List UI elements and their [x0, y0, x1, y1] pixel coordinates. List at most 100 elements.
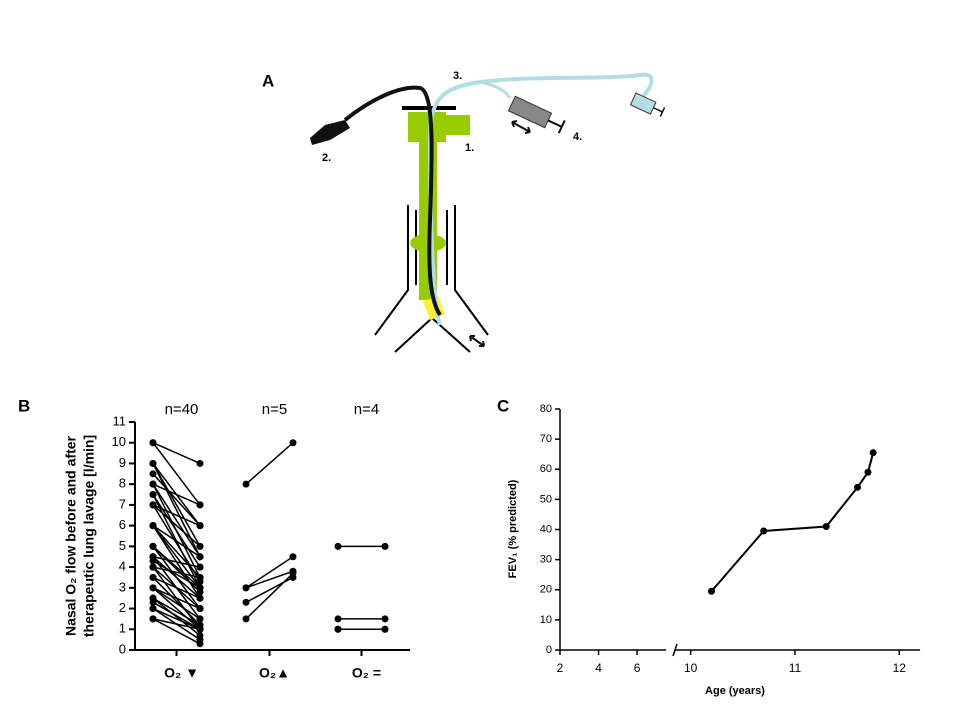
y-tick-label: 9 [119, 455, 126, 470]
catheter [343, 85, 442, 317]
before-dot [149, 501, 157, 509]
trachea-wall [454, 205, 489, 336]
y-tick-label: 30 [540, 554, 552, 566]
y-tick-label: 6 [119, 517, 126, 532]
y-tick-label: 4 [119, 559, 126, 574]
data-point [708, 587, 716, 595]
before-dot [149, 557, 157, 565]
before-dot [149, 522, 157, 530]
data-point [869, 449, 877, 457]
after-dot [196, 459, 204, 467]
pair-line [152, 587, 201, 630]
group-n: n=40 [165, 401, 199, 418]
arrow [469, 335, 485, 347]
lavage-diagram: A 1. 2. 3. 4. [262, 70, 666, 353]
pair-line [152, 560, 201, 589]
pair-line [152, 442, 201, 465]
before-dot [242, 615, 250, 623]
data-point [822, 522, 830, 530]
pair-line [152, 463, 201, 558]
y-tick-label: 10 [112, 434, 126, 449]
panel-label: B [18, 396, 30, 415]
after-dot [196, 605, 204, 613]
pair-line [152, 463, 201, 547]
pair-line [152, 525, 201, 589]
pair-line [152, 525, 201, 558]
pair-line [245, 570, 294, 589]
y-tick-label: 5 [119, 538, 126, 553]
after-dot [196, 625, 204, 633]
pair-line [152, 587, 201, 610]
y-tick-label: 80 [540, 403, 552, 415]
annotation: 3. [453, 70, 462, 82]
y-tick-label: 70 [540, 433, 552, 445]
after-dot [196, 584, 204, 592]
pair-line [152, 442, 201, 506]
pair-line [152, 597, 201, 626]
data-line [710, 452, 875, 592]
pair-line [245, 572, 294, 620]
after-dot [196, 542, 204, 550]
pair-line [152, 601, 201, 630]
before-dot [242, 584, 250, 592]
y-tick-label: 10 [540, 614, 552, 626]
before-dot [242, 598, 250, 606]
before-dot [149, 470, 157, 478]
pair-line [152, 576, 201, 626]
pair-line [152, 494, 201, 568]
before-dot [149, 491, 157, 499]
x-tick-label: 11 [789, 661, 802, 675]
y-tick-label: 40 [540, 523, 552, 535]
before-dot [149, 480, 157, 488]
data-point [760, 527, 768, 535]
before-dot [334, 625, 342, 633]
y-tick-label: 50 [540, 493, 552, 505]
group-n: n=4 [354, 401, 379, 418]
pair-line [245, 556, 294, 589]
pair-line [152, 555, 201, 568]
data-point [854, 483, 862, 491]
after-dot [196, 501, 204, 509]
syringe-plunger [653, 107, 663, 113]
after-dot [381, 625, 389, 633]
category-label: O₂ ▼ [164, 665, 199, 681]
before-dot [149, 584, 157, 592]
syringe-plunger [659, 107, 666, 117]
after-dot [289, 439, 297, 447]
pair-line [152, 473, 201, 527]
before-dot [149, 605, 157, 613]
after-dot [381, 542, 389, 550]
before-dot [149, 459, 157, 467]
catheter-bulb [310, 120, 350, 145]
y-tick-label: 60 [540, 463, 552, 475]
syringe-plunger [547, 119, 563, 128]
after-dot [196, 573, 204, 581]
before-dot [149, 563, 157, 571]
x-tick-label: 2 [557, 661, 564, 675]
tube-port [446, 115, 470, 135]
y-tick-label: 7 [119, 496, 126, 511]
after-dot [196, 553, 204, 561]
after-dot [196, 594, 204, 602]
pair-line [152, 504, 201, 547]
before-dot [334, 542, 342, 550]
pair-line [152, 566, 201, 579]
after-dot [289, 569, 297, 577]
before-dot [149, 615, 157, 623]
x-axis-label: Age (years) [705, 685, 765, 697]
data-point [864, 468, 872, 476]
after-dot [196, 615, 204, 623]
pair-line [152, 483, 201, 558]
category-label: O₂▲ [259, 665, 290, 681]
y-tick-label: 0 [546, 644, 552, 656]
after-dot [196, 640, 204, 648]
group-n: n=5 [262, 401, 287, 418]
syringe-plunger [557, 120, 566, 134]
saline-branch [479, 80, 512, 99]
annotation: 4. [573, 131, 582, 143]
y-tick-label: 0 [119, 641, 126, 656]
after-dot [381, 615, 389, 623]
y-tick-label: 3 [119, 579, 126, 594]
before-dot [149, 573, 157, 581]
y-tick-label: 1 [119, 621, 126, 636]
